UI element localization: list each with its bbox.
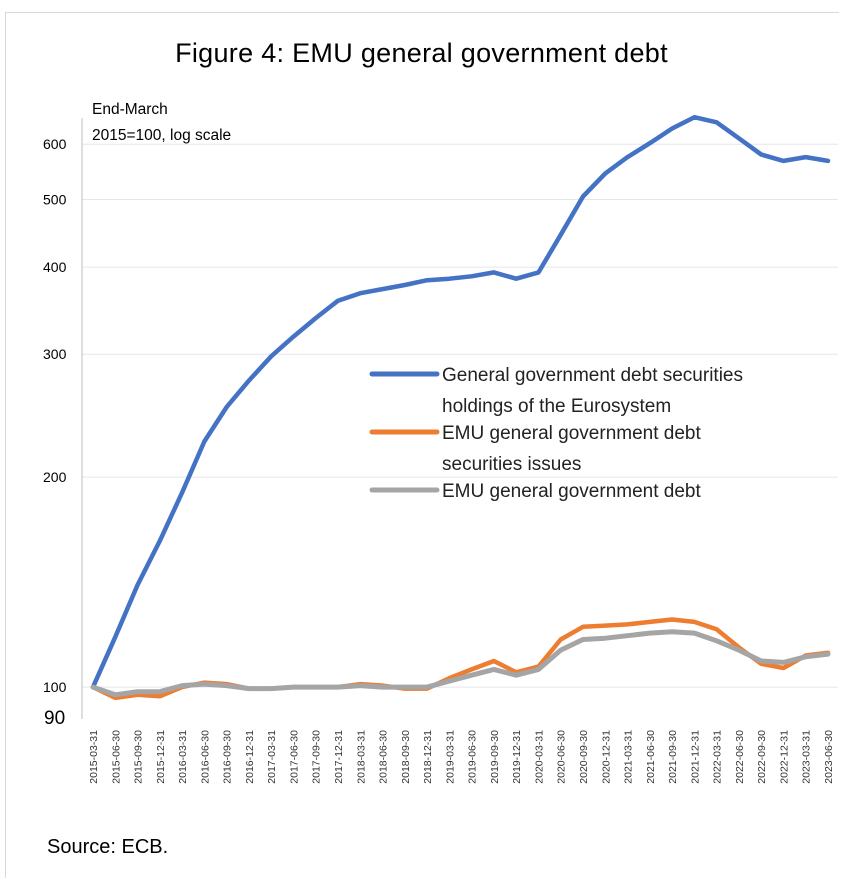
x-tick-label: 2017-12-31 <box>333 730 345 784</box>
x-tick-label: 2021-06-30 <box>645 730 657 784</box>
x-tick-label: 2018-12-31 <box>422 730 434 784</box>
x-tick-label: 2020-06-30 <box>556 730 568 784</box>
chart-frame <box>5 12 839 878</box>
x-tick-label: 2022-06-30 <box>734 730 746 784</box>
x-tick-label: 2015-06-30 <box>110 730 122 784</box>
x-tick-label: 2022-03-31 <box>712 730 724 784</box>
x-tick-label: 2017-03-31 <box>266 730 278 784</box>
x-tick-label: 2020-09-30 <box>578 730 590 784</box>
x-tick-label: 2020-12-31 <box>600 730 612 784</box>
y-tick-label: 300 <box>43 346 67 362</box>
x-tick-label: 2019-12-31 <box>511 730 523 784</box>
legend-label: EMU general government debt <box>442 423 701 444</box>
y-tick-label: 100 <box>43 679 67 695</box>
y-tick-label: 90 <box>44 708 65 729</box>
chart-note-scale: 2015=100, log scale <box>92 127 232 144</box>
y-tick-label: 600 <box>43 136 67 152</box>
x-tick-label: 2019-03-31 <box>444 730 456 784</box>
x-tick-label: 2022-09-30 <box>756 730 768 784</box>
x-tick-label: 2020-03-31 <box>533 730 545 784</box>
x-tick-label: 2018-03-31 <box>355 730 367 784</box>
x-tick-label: 2019-06-30 <box>467 730 479 784</box>
x-tick-label: 2015-03-31 <box>88 730 100 784</box>
chart-note-period: End-March <box>92 101 168 118</box>
x-tick-label: 2018-06-30 <box>378 730 390 784</box>
x-tick-label: 2022-12-31 <box>778 730 790 784</box>
legend-label: EMU general government debt <box>442 481 701 502</box>
x-tick-label: 2023-06-30 <box>823 730 835 784</box>
series-line <box>90 114 831 690</box>
x-tick-label: 2016-12-31 <box>244 730 256 784</box>
x-tick-label: 2021-12-31 <box>689 730 701 784</box>
legend-label: securities issues <box>442 454 581 475</box>
chart-title: Figure 4: EMU general government debt <box>175 38 668 68</box>
x-tick-label: 2016-09-30 <box>222 730 234 784</box>
x-tick-label: 2017-06-30 <box>288 730 300 784</box>
x-tick-label: 2016-06-30 <box>199 730 211 784</box>
y-tick-label: 500 <box>43 191 67 207</box>
series-line <box>90 629 831 698</box>
x-tick-label: 2021-03-31 <box>623 730 635 784</box>
x-tick-label: 2017-09-30 <box>311 730 323 784</box>
y-tick-label: 400 <box>43 259 67 275</box>
x-tick-label: 2016-03-31 <box>177 730 189 784</box>
legend-label: holdings of the Eurosystem <box>442 396 671 417</box>
x-tick-label: 2019-09-30 <box>489 730 501 784</box>
legend-label: General government debt securities <box>442 365 743 386</box>
x-tick-label: 2015-12-31 <box>155 730 167 784</box>
chart-source: Source: ECB. <box>47 836 169 858</box>
x-tick-label: 2023-03-31 <box>801 730 813 784</box>
x-tick-label: 2018-09-30 <box>400 730 412 784</box>
x-tick-label: 2021-09-30 <box>667 730 679 784</box>
x-tick-label: 2015-09-30 <box>133 730 145 784</box>
y-tick-label: 200 <box>43 469 67 485</box>
